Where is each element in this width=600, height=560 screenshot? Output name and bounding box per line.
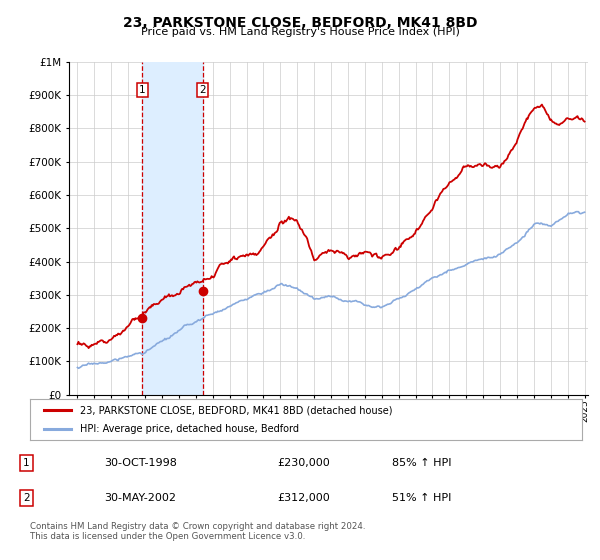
Text: Price paid vs. HM Land Registry's House Price Index (HPI): Price paid vs. HM Land Registry's House … [140,27,460,37]
Text: Contains HM Land Registry data © Crown copyright and database right 2024.
This d: Contains HM Land Registry data © Crown c… [30,522,365,542]
Text: 23, PARKSTONE CLOSE, BEDFORD, MK41 8BD (detached house): 23, PARKSTONE CLOSE, BEDFORD, MK41 8BD (… [80,405,392,415]
Text: 51% ↑ HPI: 51% ↑ HPI [392,493,452,502]
Text: 1: 1 [23,458,30,468]
Text: 2: 2 [23,493,30,502]
Text: 30-OCT-1998: 30-OCT-1998 [104,458,177,468]
Text: 85% ↑ HPI: 85% ↑ HPI [392,458,452,468]
Text: HPI: Average price, detached house, Bedford: HPI: Average price, detached house, Bedf… [80,424,299,433]
Text: 23, PARKSTONE CLOSE, BEDFORD, MK41 8BD: 23, PARKSTONE CLOSE, BEDFORD, MK41 8BD [123,16,477,30]
Text: £230,000: £230,000 [277,458,330,468]
Bar [142,62,203,395]
Text: 1: 1 [139,85,146,95]
Text: 2: 2 [200,85,206,95]
Text: £312,000: £312,000 [277,493,330,502]
Text: 30-MAY-2002: 30-MAY-2002 [104,493,176,502]
